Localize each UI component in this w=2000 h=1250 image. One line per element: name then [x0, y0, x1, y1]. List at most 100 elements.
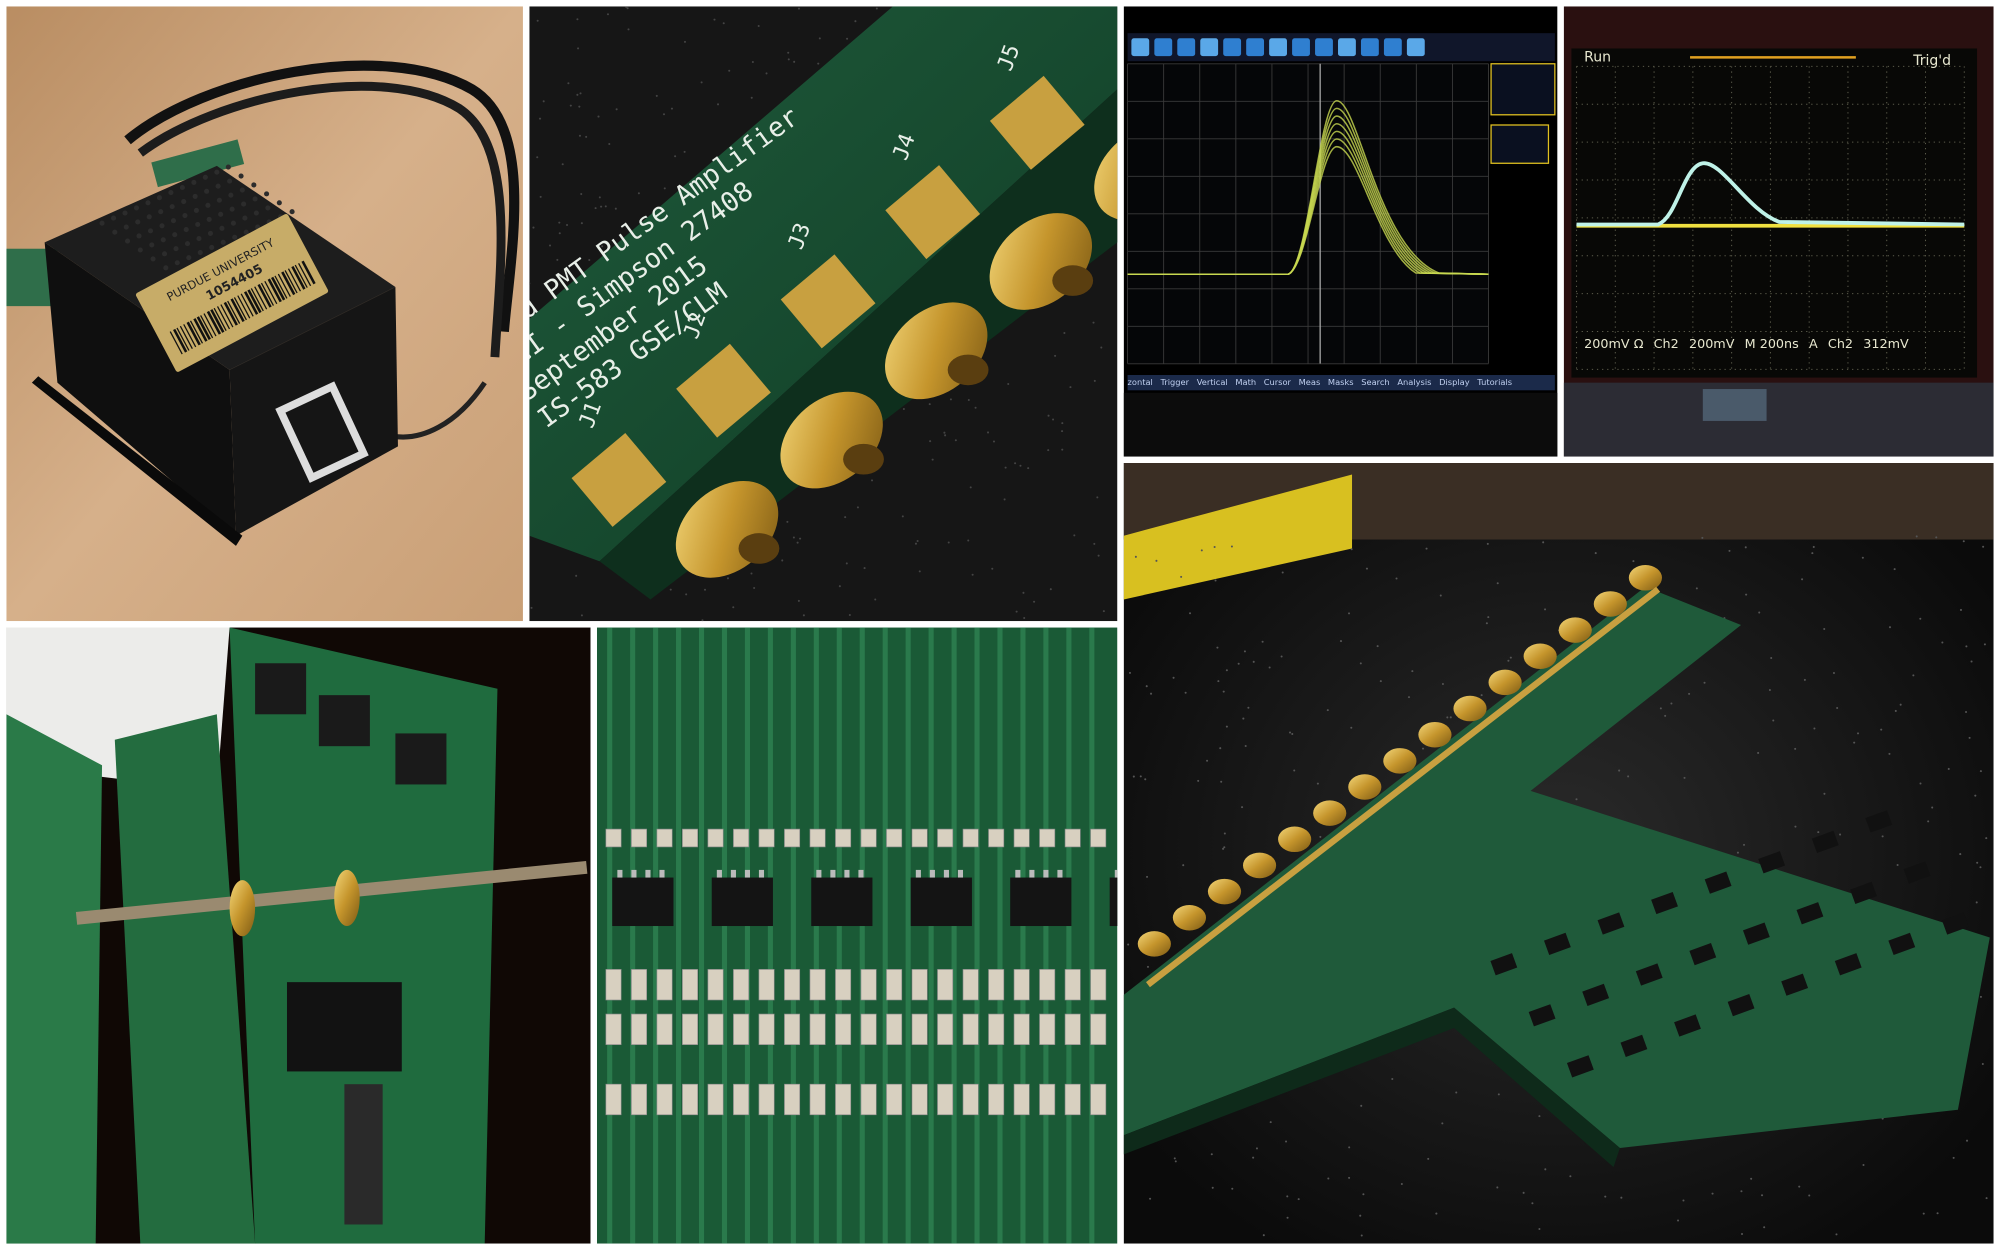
speck [1225, 725, 1228, 728]
speck [1297, 1198, 1300, 1201]
resistor [937, 969, 954, 1001]
sma-body [1207, 878, 1242, 905]
scope-2: Run Trig'd 200mV Ω Ch2 200mV M 200ns A Ch2 312… [1563, 6, 1994, 457]
speck [916, 539, 919, 543]
resistor [1013, 1013, 1030, 1045]
resistor [707, 1083, 724, 1116]
vent [253, 210, 259, 216]
menu-item: Cursor [1264, 377, 1292, 387]
resistor [1013, 828, 1030, 848]
speck [598, 196, 601, 199]
pad [989, 75, 1085, 170]
speck [1853, 741, 1856, 744]
chip [1727, 993, 1755, 1017]
speck [1880, 728, 1883, 731]
menu-item: Masks [1328, 377, 1354, 387]
speck [1439, 594, 1442, 597]
speck [580, 614, 583, 617]
resistor [809, 969, 826, 1001]
resistor [1064, 828, 1081, 848]
speck [1069, 386, 1072, 389]
pin [830, 869, 836, 878]
chip [1635, 963, 1663, 986]
resistor [886, 1013, 903, 1045]
speck [1211, 1186, 1214, 1189]
speck [1289, 731, 1292, 734]
speck [1149, 1197, 1152, 1200]
speck [566, 224, 569, 227]
bar-line [213, 307, 227, 332]
speck [1966, 1139, 1969, 1142]
speck [1316, 782, 1319, 785]
resistor [835, 1083, 852, 1116]
speck [1836, 706, 1839, 710]
speck [578, 134, 581, 137]
speck [1326, 709, 1329, 712]
speck [751, 60, 754, 64]
readout-item: 200mV [1689, 337, 1735, 352]
sma-body [1418, 721, 1452, 748]
speck [1728, 549, 1731, 552]
speck [1230, 545, 1233, 548]
speck [1268, 666, 1271, 669]
speck [1189, 612, 1192, 615]
speck [1962, 540, 1965, 543]
vent [170, 218, 177, 224]
speck [1441, 682, 1444, 686]
vent [182, 213, 188, 219]
resistor [911, 1083, 928, 1116]
chip [1651, 891, 1678, 915]
bar-line [176, 327, 190, 351]
chip [1543, 932, 1571, 955]
speck [1538, 1115, 1541, 1118]
speck [536, 156, 539, 159]
speck [1222, 847, 1225, 850]
speck [1740, 1232, 1744, 1236]
speck [1744, 546, 1747, 549]
bar-line [237, 295, 251, 319]
speck [781, 559, 784, 562]
resistor [860, 969, 877, 1001]
vent [196, 235, 202, 242]
speck [1682, 1199, 1685, 1202]
speck [1269, 1121, 1272, 1124]
vent [252, 196, 258, 202]
speck [606, 13, 609, 16]
resistor [631, 1083, 648, 1116]
resistor [682, 969, 699, 1001]
speck [901, 515, 904, 518]
resistor [835, 969, 852, 1001]
full-board [1123, 463, 1994, 1244]
speck [1745, 593, 1748, 596]
resistor [656, 1013, 673, 1045]
speck [1970, 660, 1973, 663]
speck [1670, 702, 1673, 705]
speck [1832, 671, 1835, 675]
tool-icon [1383, 38, 1402, 57]
speck [637, 192, 640, 195]
speck [1677, 1219, 1680, 1222]
speck [1144, 778, 1147, 781]
speck [1033, 600, 1036, 603]
pad [676, 343, 771, 438]
pin [1057, 869, 1063, 878]
speck [1575, 798, 1578, 801]
speck [626, 7, 629, 10]
chip [1758, 851, 1786, 874]
resistor [605, 1013, 622, 1045]
speck [1919, 782, 1922, 785]
speck [974, 406, 977, 409]
speck [1073, 534, 1076, 537]
resistor [631, 969, 648, 1001]
speck [1455, 1091, 1458, 1094]
speck [1285, 1140, 1288, 1143]
speck [1711, 1192, 1714, 1195]
sma-body [1593, 591, 1627, 617]
speck [1348, 1146, 1351, 1149]
speck [845, 562, 848, 565]
vent [168, 190, 174, 196]
speck [530, 606, 533, 609]
vent [179, 184, 185, 191]
vent [159, 223, 165, 229]
